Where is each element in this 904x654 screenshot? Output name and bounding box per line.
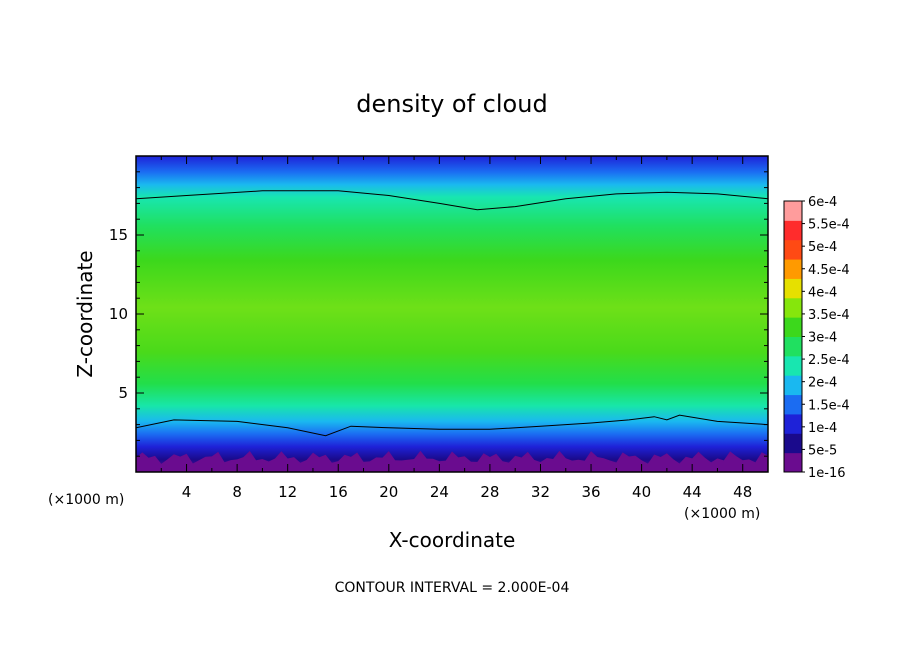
y-tick-label: 5 <box>118 384 128 402</box>
colorbar-swatch <box>784 337 802 357</box>
y-tick-label: 15 <box>109 226 128 244</box>
colorbar-label: 3e-4 <box>808 331 837 346</box>
colorbar-label: 1.5e-4 <box>808 398 850 413</box>
heatmap-field <box>136 122 768 472</box>
x-tick-label: 32 <box>531 483 550 501</box>
x-axis-unit-left: (×1000 m) <box>48 492 124 508</box>
y-tick-label: 10 <box>109 305 128 323</box>
colorbar-label: 6e-4 <box>808 195 837 210</box>
colorbar-swatch <box>784 395 802 415</box>
x-tick-label: 20 <box>379 483 398 501</box>
colorbar-swatch <box>784 317 802 337</box>
colorbar-swatch <box>784 375 802 395</box>
contour-interval-note: CONTOUR INTERVAL = 2.000E-04 <box>335 580 570 596</box>
x-tick-label: 28 <box>480 483 499 501</box>
colorbar-label: 2.5e-4 <box>808 353 850 368</box>
colorbar-swatch <box>784 278 802 298</box>
colorbar-swatch <box>784 220 802 240</box>
colorbar-label: 5e-5 <box>808 443 837 458</box>
y-axis-label: Z-coordinate <box>73 250 97 377</box>
colorbar-label: 5.5e-4 <box>808 218 850 233</box>
colorbar-swatch <box>784 356 802 376</box>
colorbar-label: 4e-4 <box>808 285 837 300</box>
x-tick-label: 48 <box>733 483 752 501</box>
colorbar-label: 5e-4 <box>808 240 837 255</box>
x-axis-label: X-coordinate <box>389 528 516 552</box>
colorbar-swatch <box>784 240 802 260</box>
colorbar-swatch <box>784 414 802 434</box>
colorbar-swatch <box>784 259 802 279</box>
x-tick-label: 4 <box>182 483 192 501</box>
colorbar-label: 1e-16 <box>808 466 846 481</box>
colorbar-label: 1e-4 <box>808 421 837 436</box>
colorbar: 1e-16 5e-5 1e-4 1.5e-4 2e-4 2.5e-4 3e-4 3.5e-4 4… <box>784 195 850 481</box>
colorbar-swatch <box>784 433 802 453</box>
x-tick-label: 8 <box>232 483 242 501</box>
colorbar-swatch <box>784 453 802 473</box>
colorbar-label: 3.5e-4 <box>808 308 850 323</box>
colorbar-label: 4.5e-4 <box>808 263 850 278</box>
x-tick-label: 24 <box>430 483 449 501</box>
x-tick-label: 40 <box>632 483 651 501</box>
x-axis-unit-right: (×1000 m) <box>684 506 760 522</box>
x-tick-label: 12 <box>278 483 297 501</box>
x-tick-label: 36 <box>581 483 600 501</box>
colorbar-label: 2e-4 <box>808 376 837 391</box>
x-tick-label: 16 <box>329 483 348 501</box>
x-tick-label: 44 <box>683 483 702 501</box>
field-fill <box>136 156 768 472</box>
colorbar-swatch <box>784 298 802 318</box>
chart-title: density of cloud <box>356 90 547 118</box>
colorbar-swatch <box>784 201 802 221</box>
